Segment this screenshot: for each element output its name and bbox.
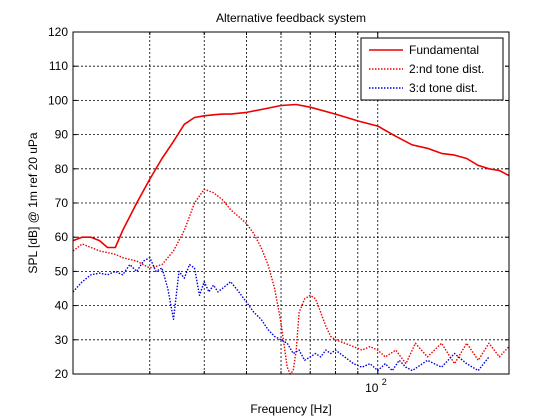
- y-tick-label: 120: [48, 25, 68, 39]
- y-tick-label: 20: [55, 367, 69, 381]
- y-tick-label: 80: [55, 162, 69, 176]
- y-axis-label: SPL [dB] @ 1m ref 20 uPa: [26, 132, 40, 273]
- chart-title: Alternative feedback system: [216, 11, 366, 25]
- legend-label-3: 3:d tone dist.: [409, 81, 478, 95]
- legend: Fundamental 2:nd tone dist. 3:d tone dist.: [360, 37, 504, 101]
- y-tick-label: 100: [48, 93, 68, 107]
- axis-ticks: 20 30 40 50 60 70 80 90 100 110 120 10 2: [48, 25, 510, 395]
- x-axis-label: Frequency [Hz]: [250, 402, 331, 416]
- y-tick-label: 50: [55, 264, 69, 278]
- y-tick-label: 40: [55, 299, 69, 313]
- series-line-2: [72, 188, 510, 375]
- x-tick-exponent: 2: [382, 377, 387, 387]
- legend-label-1: Fundamental: [409, 43, 479, 57]
- legend-label-2: 2:nd tone dist.: [409, 62, 484, 76]
- grid: [73, 32, 509, 374]
- y-tick-label: 70: [55, 196, 69, 210]
- y-tick-label: 110: [49, 59, 68, 73]
- series-layer: [72, 103, 510, 375]
- y-tick-label: 60: [55, 230, 69, 244]
- y-tick-label: 30: [55, 333, 69, 347]
- series-line-1: [72, 103, 510, 249]
- y-tick-label: 90: [55, 128, 69, 142]
- x-tick-label: 10: [365, 381, 379, 395]
